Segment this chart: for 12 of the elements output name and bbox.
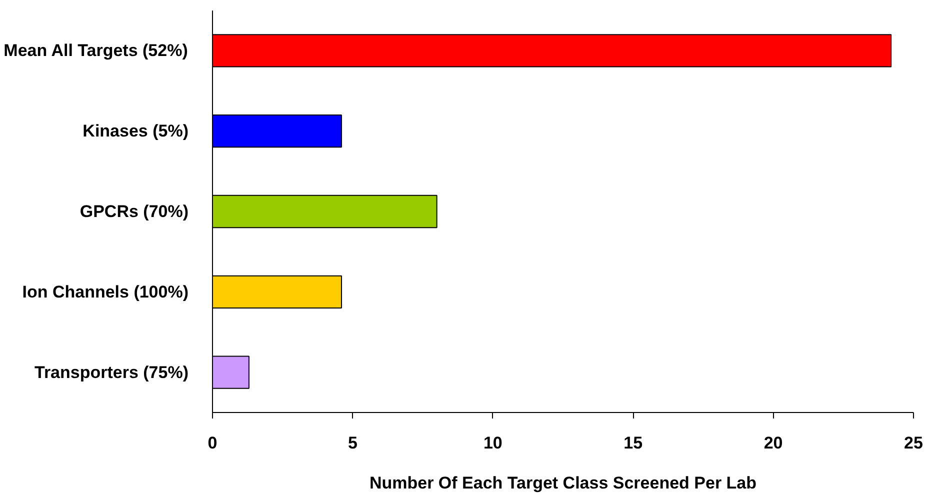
x-tick-label: 0 xyxy=(208,434,218,452)
y-tick-label: Kinases (5%) xyxy=(82,122,189,141)
y-tick-label: Transporters (75%) xyxy=(34,362,189,382)
y-tick-label: GPCRs (70%) xyxy=(80,202,188,221)
x-tick-label: 5 xyxy=(348,434,358,452)
x-tick-label: 10 xyxy=(483,434,502,452)
x-tick-label: 20 xyxy=(764,434,783,452)
y-tick-label: Ion Channels (100%) xyxy=(22,282,189,302)
x-axis-title: Number Of Each Target Class Screened Per Lab xyxy=(369,474,757,492)
x-tick-label: 15 xyxy=(624,434,643,452)
y-tick-label: Mean All Targets (52%) xyxy=(4,41,188,60)
x-tick-label: 25 xyxy=(904,434,923,452)
